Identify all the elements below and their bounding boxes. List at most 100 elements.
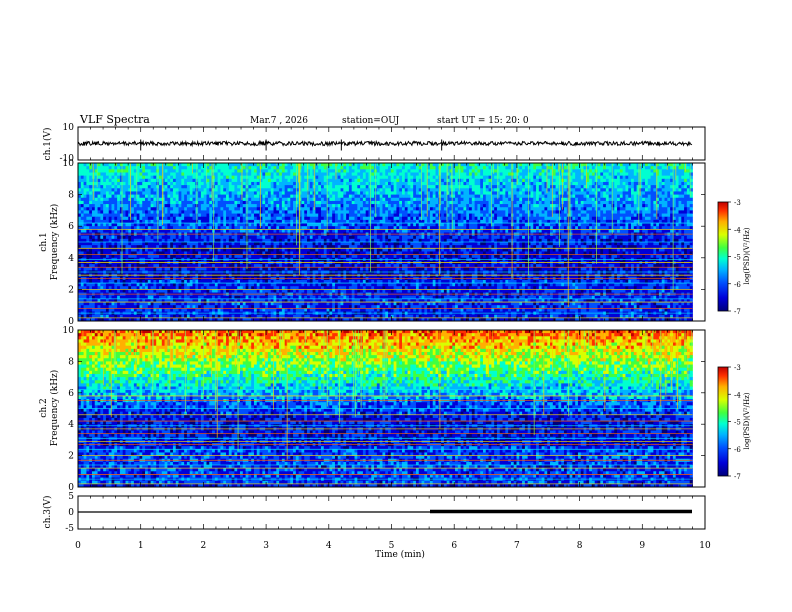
spectrogram-cell (329, 172, 332, 176)
spectrogram-cell (402, 176, 405, 180)
spectrogram-cell (86, 185, 89, 189)
spectrogram-cell (349, 166, 352, 170)
spectrogram-cell (352, 169, 355, 173)
spectrogram-cell (634, 169, 637, 173)
spectrogram-cell (159, 169, 162, 173)
spectrogram-cell (368, 176, 371, 180)
spectrogram-cell (542, 172, 545, 176)
spectrogram-cell (530, 163, 533, 167)
spectrogram-cell (290, 163, 293, 167)
spectrogram-cell (472, 185, 475, 189)
spectrogram-cell (89, 166, 92, 170)
spectrogram-cell (522, 172, 525, 176)
spectrogram-cell (260, 166, 263, 170)
spectrogram-cell (321, 172, 324, 176)
spectrogram-cell (382, 182, 385, 186)
spectrogram-cell (469, 185, 472, 189)
spectrogram-cell (190, 185, 193, 189)
spectrogram-cell (81, 179, 84, 183)
spectrogram-cell (335, 182, 338, 186)
spectrogram-cell (301, 172, 304, 176)
spectrogram-cell (226, 185, 229, 189)
spectrogram-cell (553, 182, 556, 186)
spectrogram-cell (165, 169, 168, 173)
spectrogram-cell (528, 179, 531, 183)
spectrogram-cell (226, 169, 229, 173)
spectrogram-cell (623, 163, 626, 167)
spectrogram-cell (508, 176, 511, 180)
spectrogram-cell (324, 182, 327, 186)
spectrogram-cell (215, 172, 218, 176)
spectrogram-cell (100, 172, 103, 176)
spectrogram-cell (84, 179, 87, 183)
ch1-spectrogram-panel: 0246810 ch.1 Frequency (kHz) -3-4-5-6-7 … (39, 159, 751, 327)
spectrogram-cell (125, 172, 128, 176)
spectrogram-cell (352, 166, 355, 170)
spectrogram-cell (628, 176, 631, 180)
spectrogram-cell (332, 185, 335, 189)
spectrogram-cell (408, 163, 411, 167)
spectrogram-cell (452, 169, 455, 173)
spectrogram-cell (262, 179, 265, 183)
spectrogram-cell (262, 185, 265, 189)
spectrogram-cell (109, 176, 112, 180)
spectrogram-cell (84, 172, 87, 176)
spectrogram-cell (173, 185, 176, 189)
spectrogram-cell (123, 166, 126, 170)
spectrogram-cell (572, 172, 575, 176)
spectrogram-cell (112, 176, 115, 180)
spectrogram-cell (310, 176, 313, 180)
ch1-ylabel: ch.1(V) (42, 128, 53, 161)
spectrogram-cell (321, 166, 324, 170)
spectrogram-cell (341, 185, 344, 189)
spectrogram-cell (165, 166, 168, 170)
spectrogram-cell (151, 179, 154, 183)
spectrogram-cell (220, 169, 223, 173)
spectrogram-cell (575, 172, 578, 176)
spectrogram-cell (564, 179, 567, 183)
spectrogram-cell (355, 182, 358, 186)
spectrogram-cell (578, 172, 581, 176)
spectrogram-cell (148, 182, 151, 186)
spectrogram-cell (329, 169, 332, 173)
spectrogram-cell (530, 176, 533, 180)
spectrogram-cell (193, 182, 196, 186)
spectrogram-cell (318, 172, 321, 176)
spectrogram-cell (687, 182, 690, 186)
spectrogram-cell (193, 166, 196, 170)
spectrogram-cell (681, 185, 684, 189)
spectrogram-cell (525, 179, 528, 183)
spectrogram-cell (667, 179, 670, 183)
spectrogram-cell (399, 182, 402, 186)
spectrogram-cell (461, 179, 464, 183)
spectrogram-cell (455, 185, 458, 189)
spectrogram-cell (662, 176, 665, 180)
spectrogram-cell (463, 169, 466, 173)
spectrogram-cell (167, 169, 170, 173)
spectrogram-cell (466, 176, 469, 180)
spectrogram-cell (153, 185, 156, 189)
spectrogram-cell (232, 169, 235, 173)
spectrogram-cell (539, 185, 542, 189)
spectrogram-cell (469, 169, 472, 173)
spectrogram-cell (86, 163, 89, 167)
spectrogram-cell (193, 179, 196, 183)
spectrogram-cell (436, 172, 439, 176)
spectrogram-cell (391, 172, 394, 176)
spectrogram-cell (659, 169, 662, 173)
ch1-waveform-panel: 10 -10 ch.1(V) (42, 123, 705, 164)
spectrogram-cell (623, 176, 626, 180)
spectrogram-cell (159, 163, 162, 167)
spectrogram-cell (89, 172, 92, 176)
spectrogram-cell (120, 176, 123, 180)
spectrogram-cell (477, 166, 480, 170)
spectrogram-cell (234, 169, 237, 173)
spectrogram-cell (187, 169, 190, 173)
spectrogram-cell (332, 169, 335, 173)
spectrogram-cell (388, 179, 391, 183)
spectrogram-cell (399, 169, 402, 173)
spectrogram-cell (179, 163, 182, 167)
spectrogram-cell (355, 172, 358, 176)
spectrogram-cell (234, 166, 237, 170)
spectrogram-cell (430, 176, 433, 180)
